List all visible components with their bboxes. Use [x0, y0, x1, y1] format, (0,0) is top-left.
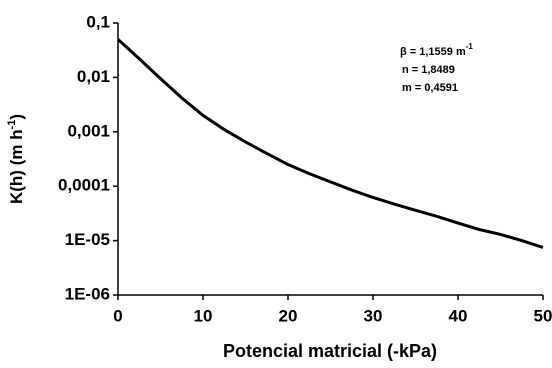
annotation-sup: -1 [466, 42, 474, 51]
x-tick-label: 0 [113, 306, 122, 325]
y-tick-label: 0,01 [77, 67, 110, 86]
x-axis-label: Potencial matricial (-kPa) [223, 341, 437, 361]
data-line [116, 38, 544, 249]
y-axis-label-tail: ) [7, 114, 26, 120]
y-axis-label: K(h) (m h-1) [6, 114, 27, 204]
x-tick-label: 10 [194, 306, 213, 325]
y-tick-label: 1E-05 [65, 230, 110, 249]
x-tick-label: 20 [279, 306, 298, 325]
annotation: β = 1,1559 m-1 [400, 42, 473, 58]
y-tick-label: 1E-06 [65, 284, 110, 303]
y-tick-label: 0,1 [86, 12, 110, 31]
y-tick-label: 0,0001 [58, 176, 110, 195]
annotation-text: β = 1,1559 m [400, 46, 466, 58]
x-tick-label: 40 [449, 306, 468, 325]
y-axis-label-text: K(h) (m h [7, 129, 26, 204]
x-tick-label: 50 [534, 306, 552, 325]
x-tick-label: 30 [364, 306, 383, 325]
y-tick-label: 0,001 [67, 121, 110, 140]
annotation-text: n = 1,8489 [402, 64, 455, 76]
annotation: m = 0,4591 [402, 82, 458, 94]
y-axis-label-sup: -1 [6, 120, 18, 130]
annotation-text: m = 0,4591 [402, 82, 458, 94]
annotation: n = 1,8489 [402, 64, 455, 76]
